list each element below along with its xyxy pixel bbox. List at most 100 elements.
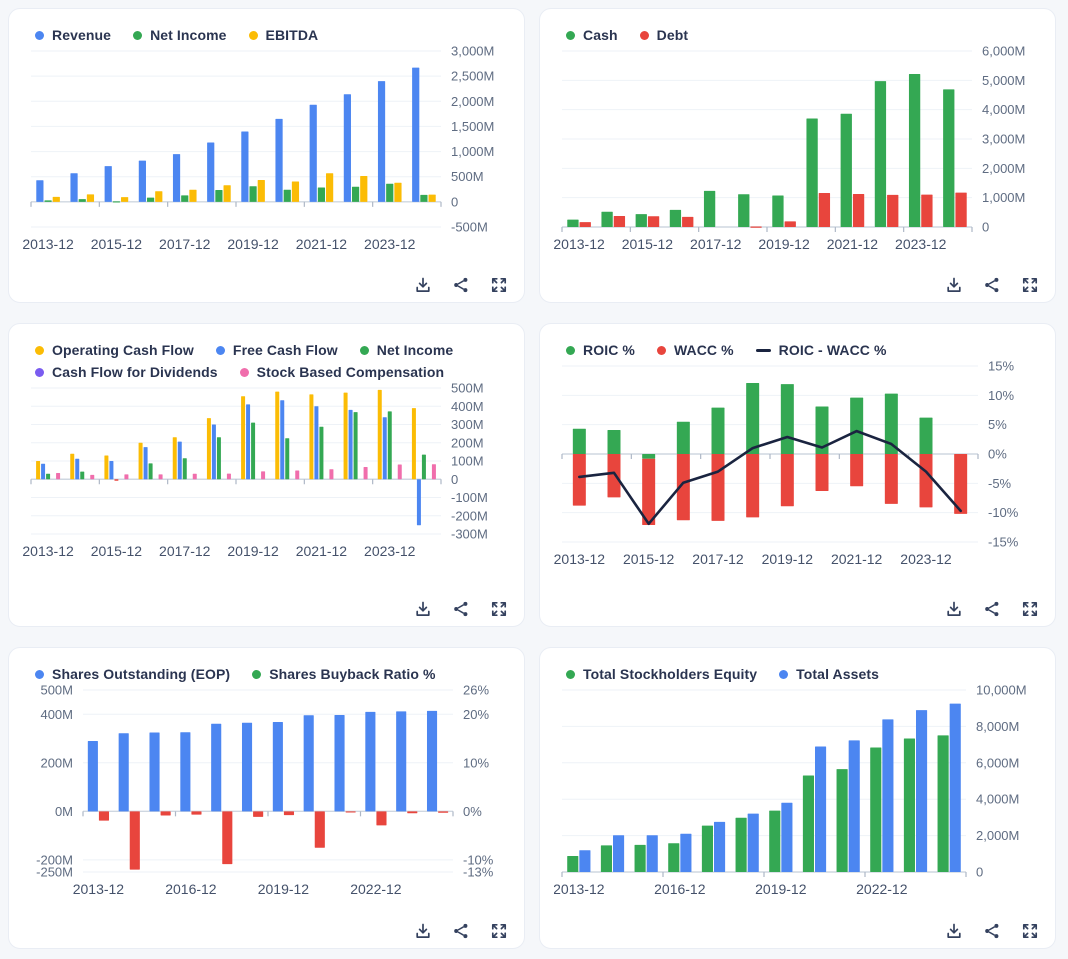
bar-wacc: [850, 454, 864, 487]
bar-free-cash-flow: [416, 479, 421, 526]
legend-dot-marker-cash: [566, 30, 575, 40]
legend-item-operating-cash-flow[interactable]: Operating Cash Flow: [35, 342, 194, 358]
bar-roic: [676, 421, 690, 454]
bar-total-assets: [714, 821, 726, 872]
bar-total-assets: [747, 813, 759, 872]
legend-dot-marker-net-income: [359, 345, 369, 355]
legend-item-shares-outstanding-eop[interactable]: Shares Outstanding (EOP): [35, 666, 230, 682]
bar-shares-buyback-ratio: [376, 811, 387, 826]
legend-item-cash[interactable]: Cash: [566, 27, 618, 43]
share-icon[interactable]: [983, 922, 1001, 940]
legend-dash-marker-roic-wacc: [755, 348, 771, 352]
chart-legend: Cash Debt: [554, 23, 1045, 45]
bar-cash: [908, 74, 921, 227]
expand-icon[interactable]: [1021, 276, 1039, 294]
legend-item-roic-wacc[interactable]: ROIC - WACC %: [755, 342, 887, 358]
legend-item-ebitda[interactable]: EBITDA: [248, 27, 319, 43]
legend-item-net-income[interactable]: Net Income: [133, 27, 226, 43]
expand-icon[interactable]: [490, 276, 508, 294]
share-icon[interactable]: [452, 276, 470, 294]
y-axis-tick-label: 0: [451, 194, 458, 209]
y-axis-tick-label: 1,000M: [982, 190, 1025, 205]
bar-revenue: [275, 118, 283, 202]
download-icon[interactable]: [945, 276, 963, 294]
share-icon[interactable]: [983, 276, 1001, 294]
bar-wacc: [711, 454, 725, 521]
bar-shares-buyback-ratio: [314, 811, 325, 848]
bar-roic: [607, 429, 621, 454]
bar-shares-outstanding-eop: [303, 715, 314, 812]
y-axis-tick-label: 15%: [988, 360, 1014, 374]
bar-total-stockholders-equity: [600, 845, 612, 872]
y-axis-tick-label: 0%: [988, 447, 1007, 462]
bar-revenue: [343, 94, 351, 202]
y-axis-left-tick-label: 0M: [55, 804, 73, 819]
legend-label: ROIC - WACC %: [778, 342, 887, 358]
bar-net-income: [80, 471, 85, 480]
bar-shares-buyback-ratio: [253, 811, 264, 817]
y-axis-tick-label: -300M: [451, 527, 488, 542]
download-icon[interactable]: [414, 922, 432, 940]
bar-shares-buyback-ratio: [407, 811, 418, 814]
chart-card-cash-flow-breakdown: Operating Cash Flow Free Cash Flow Net Inc…: [8, 323, 525, 627]
bar-operating-cash-flow: [241, 396, 246, 480]
bar-cash: [567, 219, 579, 227]
expand-icon[interactable]: [1021, 600, 1039, 618]
legend-item-net-income[interactable]: Net Income: [359, 342, 453, 358]
y-axis-left-tick-label: 500M: [40, 684, 73, 698]
x-axis-label: 2017-12: [690, 236, 742, 252]
bar-free-cash-flow: [382, 417, 387, 480]
expand-icon[interactable]: [1021, 922, 1039, 940]
bar-roic: [884, 393, 898, 454]
bar-net-income: [181, 195, 189, 202]
bar-debt: [955, 192, 967, 227]
bar-total-assets: [815, 746, 827, 872]
legend-item-roic[interactable]: ROIC %: [566, 342, 635, 358]
bar-roic: [711, 407, 725, 454]
legend-dot-marker-debt: [639, 30, 649, 40]
x-axis-label: 2013-12: [23, 236, 74, 252]
legend-item-free-cash-flow[interactable]: Free Cash Flow: [215, 342, 338, 358]
legend-item-debt[interactable]: Debt: [639, 27, 689, 43]
y-axis-tick-label: 2,000M: [976, 828, 1019, 843]
legend-item-total-assets[interactable]: Total Assets: [779, 666, 879, 682]
legend-item-shares-buyback-ratio[interactable]: Shares Buyback Ratio %: [252, 666, 435, 682]
bar-stock-based-compensation: [295, 470, 300, 480]
download-icon[interactable]: [414, 276, 432, 294]
chart-plot: 500M 400M 300M 200M 100M 0 -100M -200M -300M 2013…: [23, 382, 488, 559]
legend-item-total-stockholders-equity[interactable]: Total Stockholders Equity: [566, 666, 757, 682]
bar-ebitda: [223, 185, 231, 202]
bar-revenue: [138, 160, 146, 202]
legend-item-wacc[interactable]: WACC %: [656, 342, 734, 358]
chart-legend: Shares Outstanding (EOP) Shares Buyback R…: [23, 662, 514, 684]
legend-dot-marker-operating-cash-flow: [35, 345, 44, 355]
bar-operating-cash-flow: [343, 392, 348, 480]
bar-total-assets: [916, 710, 928, 872]
expand-icon[interactable]: [490, 922, 508, 940]
bar-operating-cash-flow: [138, 442, 143, 480]
legend-item-stock-based-compensation[interactable]: Stock Based Compensation: [239, 364, 445, 380]
legend-item-cash-flow-for-dividends[interactable]: Cash Flow for Dividends: [35, 364, 218, 380]
expand-icon[interactable]: [490, 600, 508, 618]
bar-debt: [647, 216, 660, 227]
download-icon[interactable]: [414, 600, 432, 618]
download-icon[interactable]: [945, 922, 963, 940]
legend-item-revenue[interactable]: Revenue: [35, 27, 111, 43]
x-axis-label: 2019-12: [258, 881, 310, 897]
bar-cash: [669, 209, 682, 227]
y-axis-tick-label: 200M: [451, 435, 484, 450]
chart-plot: 15% 10% 5% 0% -5% -10% -15% 2013-12 2015-12 2017-…: [554, 360, 1019, 567]
share-icon[interactable]: [452, 600, 470, 618]
legend-label: WACC %: [673, 342, 734, 358]
bar-wacc: [884, 454, 898, 504]
bar-wacc: [780, 454, 794, 507]
legend-label: Cash Flow for Dividends: [52, 364, 218, 380]
share-icon[interactable]: [983, 600, 1001, 618]
download-icon[interactable]: [945, 600, 963, 618]
x-axis-label: 2013-12: [23, 543, 74, 559]
share-icon[interactable]: [452, 922, 470, 940]
bar-free-cash-flow: [177, 441, 182, 480]
chart-actions: [414, 276, 508, 294]
legend-dot-marker-wacc: [656, 345, 666, 355]
x-axis-label: 2015-12: [91, 236, 143, 252]
